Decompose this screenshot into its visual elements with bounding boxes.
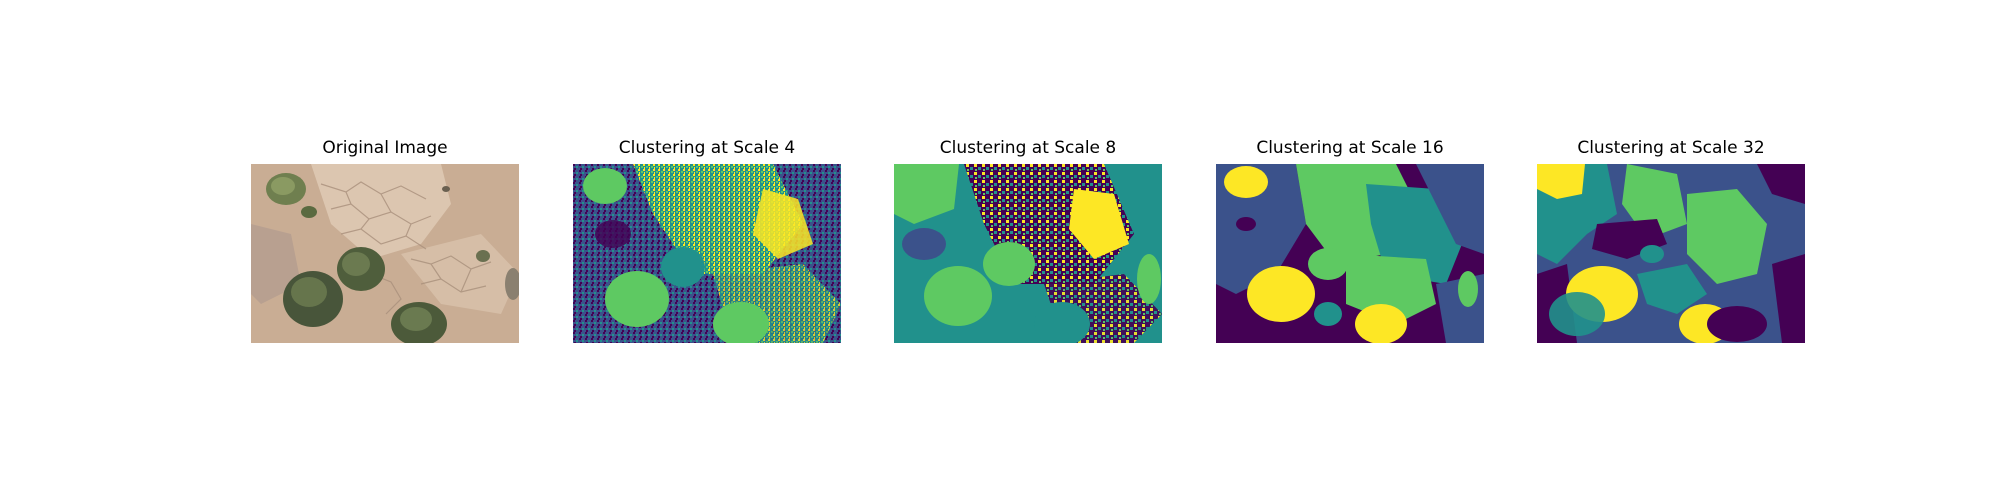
shrub-cluster <box>266 173 519 343</box>
panel-title: Original Image <box>322 138 448 158</box>
panel-scale-8: Clustering at Scale 8 <box>894 0 1162 500</box>
cluster-map-scale-32 <box>1537 164 1805 343</box>
panel-title: Clustering at Scale 32 <box>1577 138 1765 158</box>
panel-title: Clustering at Scale 16 <box>1256 138 1444 158</box>
cluster-map-scale-16 <box>1216 164 1484 343</box>
panel-scale-4: Clustering at Scale 4 <box>573 0 841 500</box>
cluster-map-scale-4 <box>573 164 841 343</box>
panel-title: Clustering at Scale 8 <box>939 138 1117 158</box>
original-aerial-image <box>251 164 519 343</box>
cluster-map-scale-8 <box>894 164 1162 343</box>
panel-original: Original Image <box>251 0 519 500</box>
panel-scale-32: Clustering at Scale 32 <box>1537 0 1805 500</box>
panel-scale-16: Clustering at Scale 16 <box>1216 0 1484 500</box>
panel-title: Clustering at Scale 4 <box>618 138 796 158</box>
